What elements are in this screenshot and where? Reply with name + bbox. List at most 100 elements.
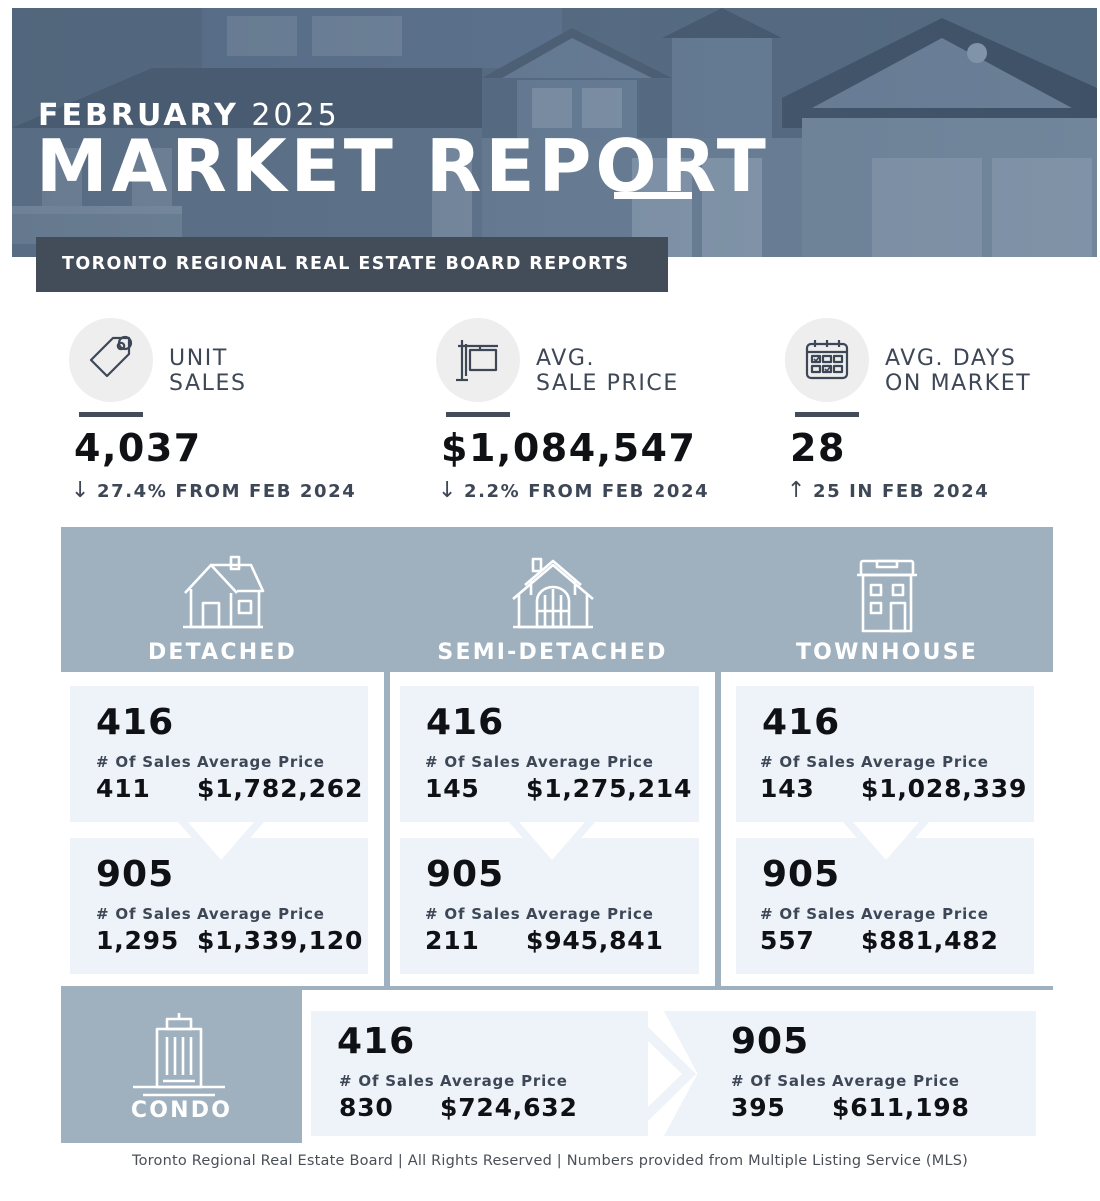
type-header-detached: DETACHED — [61, 527, 384, 672]
condo-building-icon — [133, 1013, 225, 1097]
stat-value: 28 — [790, 426, 846, 470]
price-label: Average Price — [197, 753, 325, 771]
arrow-down-icon: ↓ — [71, 478, 92, 503]
area-code: 416 — [762, 702, 841, 743]
stat-value: $1,084,547 — [441, 426, 697, 470]
price-value: $724,632 — [440, 1093, 578, 1122]
stat-icon-circle — [69, 318, 153, 402]
price-value: $881,482 — [861, 926, 999, 955]
price-value: $1,782,262 — [197, 774, 364, 803]
chevron-down-icon — [843, 822, 929, 872]
card-background — [664, 1011, 1036, 1136]
sales-value: 1,295 — [96, 926, 180, 955]
stat-avg-sale-price: AVG. SALE PRICE $1,084,547 ↓ 2.2% FROM FE… — [436, 318, 776, 508]
for-sale-sign-icon — [456, 340, 498, 382]
report-month: FEBRUARY 2025 — [38, 98, 340, 133]
stat-divider — [446, 412, 510, 417]
stat-avg-days-on-market: AVG. DAYS ON MARKET 28 ↑ 25 IN FEB 2024 — [785, 318, 1100, 508]
type-name: TOWNHOUSE — [795, 640, 979, 665]
sales-label: # Of Sales — [96, 753, 192, 771]
sales-value: 411 — [96, 774, 151, 803]
townhouse-icon — [857, 559, 917, 633]
subtitle-text: TORONTO REGIONAL REAL ESTATE BOARD REPOR… — [62, 254, 630, 274]
semi-detached-house-icon — [512, 557, 594, 629]
stat-change: ↑ 25 IN FEB 2024 — [787, 478, 989, 503]
stat-change-text: 2.2% FROM FEB 2024 — [464, 481, 710, 502]
title-decoration-bar — [614, 192, 692, 199]
price-label: Average Price — [861, 905, 989, 923]
chevron-down-icon — [178, 822, 264, 872]
stat-icon-circle — [785, 318, 869, 402]
price-label: Average Price — [832, 1072, 960, 1090]
region-card-905-detached: 905 # Of Sales Average Price 1,295 $1,33… — [70, 838, 368, 974]
area-code: 905 — [96, 854, 175, 895]
type-header-semi-detached: SEMI-DETACHED — [390, 527, 715, 672]
price-label: Average Price — [440, 1072, 568, 1090]
area-code: 905 — [731, 1021, 810, 1062]
stat-value: 4,037 — [74, 426, 202, 470]
price-value: $1,028,339 — [861, 774, 1028, 803]
calendar-icon — [805, 340, 849, 380]
hero-overlay — [12, 8, 1097, 257]
report-month-name: FEBRUARY — [38, 98, 239, 133]
price-value: $945,841 — [526, 926, 664, 955]
stat-divider — [79, 412, 143, 417]
type-header-condo: CONDO — [61, 987, 302, 1143]
footer-disclaimer: Toronto Regional Real Estate Board | All… — [131, 1153, 969, 1169]
type-name: DETACHED — [147, 640, 298, 665]
price-value: $1,275,214 — [526, 774, 693, 803]
region-card-416-townhouse: 416 # Of Sales Average Price 143 $1,028,… — [736, 686, 1034, 822]
subtitle-banner: TORONTO REGIONAL REAL ESTATE BOARD REPOR… — [36, 237, 668, 292]
column-divider — [384, 672, 390, 989]
report-title: MARKET REPORT — [36, 124, 770, 208]
sales-value: 830 — [339, 1093, 394, 1122]
region-card-905-condo: 905 # Of Sales Average Price 395 $611,19… — [664, 1011, 1036, 1136]
sales-value: 145 — [425, 774, 480, 803]
stat-label: AVG. DAYS ON MARKET — [885, 346, 1032, 396]
stat-change: ↓ 2.2% FROM FEB 2024 — [438, 478, 709, 503]
price-label: Average Price — [197, 905, 325, 923]
sales-value: 211 — [425, 926, 480, 955]
area-code: 905 — [762, 854, 841, 895]
stat-change: ↓ 27.4% FROM FEB 2024 — [71, 478, 356, 503]
stat-label: AVG. SALE PRICE — [536, 346, 679, 396]
type-header-townhouse: TOWNHOUSE — [721, 527, 1053, 672]
stat-change-text: 25 IN FEB 2024 — [813, 481, 990, 502]
area-code: 416 — [96, 702, 175, 743]
area-code: 905 — [426, 854, 505, 895]
region-card-416-condo: 416 # Of Sales Average Price 830 $724,63… — [311, 1011, 648, 1136]
type-name: SEMI-DETACHED — [437, 640, 668, 665]
stat-divider — [795, 412, 859, 417]
grid-bottom-rule — [61, 986, 1053, 990]
region-card-905-semi-detached: 905 # Of Sales Average Price 211 $945,84… — [400, 838, 699, 974]
stat-change-text: 27.4% FROM FEB 2024 — [97, 481, 357, 502]
column-divider — [715, 672, 721, 989]
area-code: 416 — [337, 1021, 416, 1062]
price-label: Average Price — [526, 753, 654, 771]
arrow-up-icon: ↑ — [787, 478, 808, 503]
sales-label: # Of Sales — [339, 1072, 435, 1090]
price-label: Average Price — [526, 905, 654, 923]
sales-label: # Of Sales — [760, 905, 856, 923]
price-label: Average Price — [861, 753, 989, 771]
sales-value: 395 — [731, 1093, 786, 1122]
sales-label: # Of Sales — [425, 905, 521, 923]
hero-banner: FEBRUARY 2025 MARKET REPORT — [12, 8, 1097, 257]
area-code: 416 — [426, 702, 505, 743]
region-card-416-semi-detached: 416 # Of Sales Average Price 145 $1,275,… — [400, 686, 699, 822]
sales-label: # Of Sales — [760, 753, 856, 771]
detached-house-icon — [183, 555, 265, 629]
sales-label: # Of Sales — [96, 905, 192, 923]
report-year: 2025 — [251, 98, 340, 133]
sales-value: 143 — [760, 774, 815, 803]
price-tag-icon — [89, 335, 133, 378]
region-card-416-detached: 416 # Of Sales Average Price 411 $1,782,… — [70, 686, 368, 822]
chevron-down-icon — [509, 822, 595, 872]
sales-value: 557 — [760, 926, 815, 955]
price-value: $611,198 — [832, 1093, 970, 1122]
type-name: CONDO — [130, 1098, 233, 1123]
sales-label: # Of Sales — [731, 1072, 827, 1090]
stat-icon-circle — [436, 318, 520, 402]
stat-unit-sales: UNIT SALES 4,037 ↓ 27.4% FROM FEB 2024 — [69, 318, 409, 508]
sales-label: # Of Sales — [425, 753, 521, 771]
